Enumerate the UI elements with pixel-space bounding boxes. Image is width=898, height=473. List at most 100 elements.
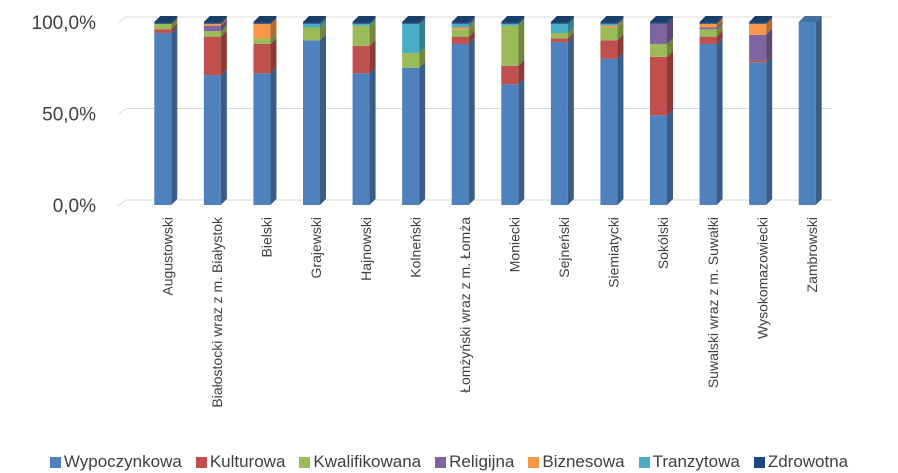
bar-top — [798, 16, 822, 22]
bar-segment — [600, 34, 624, 59]
bar-segment — [402, 47, 426, 68]
x-tick-label: Moniecki — [506, 217, 522, 272]
bar-side — [320, 16, 326, 24]
bar-side — [617, 19, 624, 28]
bar-side — [667, 50, 673, 116]
bar-side — [270, 37, 277, 74]
bar-front — [451, 29, 469, 37]
bar-side — [518, 78, 525, 205]
bar-top — [451, 16, 475, 22]
bar-side — [468, 16, 475, 24]
bar-front — [600, 23, 618, 26]
bar-segment — [550, 16, 574, 24]
bar-side — [320, 17, 326, 28]
bar-segment — [600, 52, 624, 205]
bar-segment — [253, 37, 277, 74]
bar-segment — [600, 19, 624, 28]
legend-item: Biznesowa — [528, 452, 625, 472]
bar-front — [600, 58, 618, 205]
bar-front — [352, 25, 370, 46]
bar-side — [716, 30, 723, 44]
bar-side — [419, 17, 426, 54]
bar-side — [171, 26, 178, 206]
bar-front — [203, 23, 221, 26]
bar-front — [699, 27, 717, 30]
legend-item: Tranzytowa — [638, 452, 740, 472]
bar-side — [667, 16, 673, 24]
bar-segment — [699, 21, 723, 30]
bar-side — [220, 19, 227, 32]
bar-segment — [352, 16, 376, 24]
bar-side — [270, 67, 277, 206]
bar-front — [550, 23, 568, 33]
legend-label: Kulturowa — [209, 452, 286, 471]
bar-side — [468, 21, 475, 30]
bar-segment — [154, 23, 178, 33]
bar-top — [501, 16, 525, 22]
bar-front — [501, 23, 519, 26]
bar-front — [650, 115, 667, 205]
x-tick-label: Suwalski wraz z m. Suwałki — [705, 217, 721, 388]
bar-side — [369, 19, 376, 46]
bar-segment — [154, 17, 178, 30]
x-tick-label: Sokólski — [655, 217, 671, 269]
bar-front — [154, 23, 172, 30]
bar-segment — [402, 16, 426, 24]
bar-side — [320, 21, 326, 41]
bar-front — [352, 23, 370, 26]
bar-side — [617, 34, 624, 59]
bar-top — [600, 16, 624, 22]
x-tick-label: Hajnowski — [358, 217, 374, 281]
bar-front — [203, 75, 221, 205]
bar-front — [550, 42, 568, 205]
bar-front — [402, 67, 420, 205]
bar-side — [518, 16, 525, 24]
bar-front — [699, 36, 717, 44]
bar-segment — [352, 67, 376, 206]
bar-segment — [203, 69, 227, 205]
bar-side — [468, 37, 475, 206]
bar-segment — [154, 26, 178, 206]
bar-side — [567, 32, 574, 43]
bar-front — [600, 40, 618, 59]
bar-side — [617, 16, 624, 24]
bar-front — [402, 53, 420, 68]
bar-segment — [550, 32, 574, 43]
bar-segment — [650, 37, 673, 57]
bar-side — [320, 34, 326, 205]
bar-segment — [699, 37, 723, 206]
bar-segment — [749, 56, 773, 206]
bar-front — [749, 62, 767, 206]
y-tick-label: 0,0% — [53, 196, 96, 217]
x-tick-label: Zambrowski — [804, 217, 820, 292]
legend: Wypoczynkowa Kulturowa Kwalifikowana Religi… — [0, 451, 898, 473]
y-tick-label: 50,0% — [42, 105, 96, 126]
legend-swatch — [195, 456, 207, 468]
bar-front — [303, 23, 320, 28]
bar-front — [352, 22, 370, 24]
bar-side — [419, 61, 426, 205]
bar-side — [617, 21, 624, 41]
legend-swatch — [299, 456, 311, 468]
bar-side — [518, 59, 525, 85]
bar-side — [518, 19, 525, 66]
bar-front — [303, 27, 320, 41]
gridline-depth — [117, 199, 127, 207]
bar-segment — [550, 26, 574, 39]
legend-label: Wypoczynkowa — [63, 452, 182, 471]
bar-front — [451, 43, 469, 206]
bar-side — [468, 30, 475, 44]
bar-side — [468, 23, 475, 37]
bar-front — [402, 22, 420, 24]
bar-front — [749, 60, 767, 63]
bar-side — [667, 37, 673, 57]
bar-side — [270, 32, 277, 44]
bar-side — [766, 54, 773, 63]
bar-segment — [699, 30, 723, 44]
bar-front — [501, 84, 519, 205]
bar-segment — [203, 19, 227, 32]
x-tick-label: Wysokomazowiecki — [754, 217, 770, 339]
bar-front — [203, 36, 221, 76]
bar-segment — [451, 37, 475, 206]
bar-segment — [451, 16, 475, 24]
